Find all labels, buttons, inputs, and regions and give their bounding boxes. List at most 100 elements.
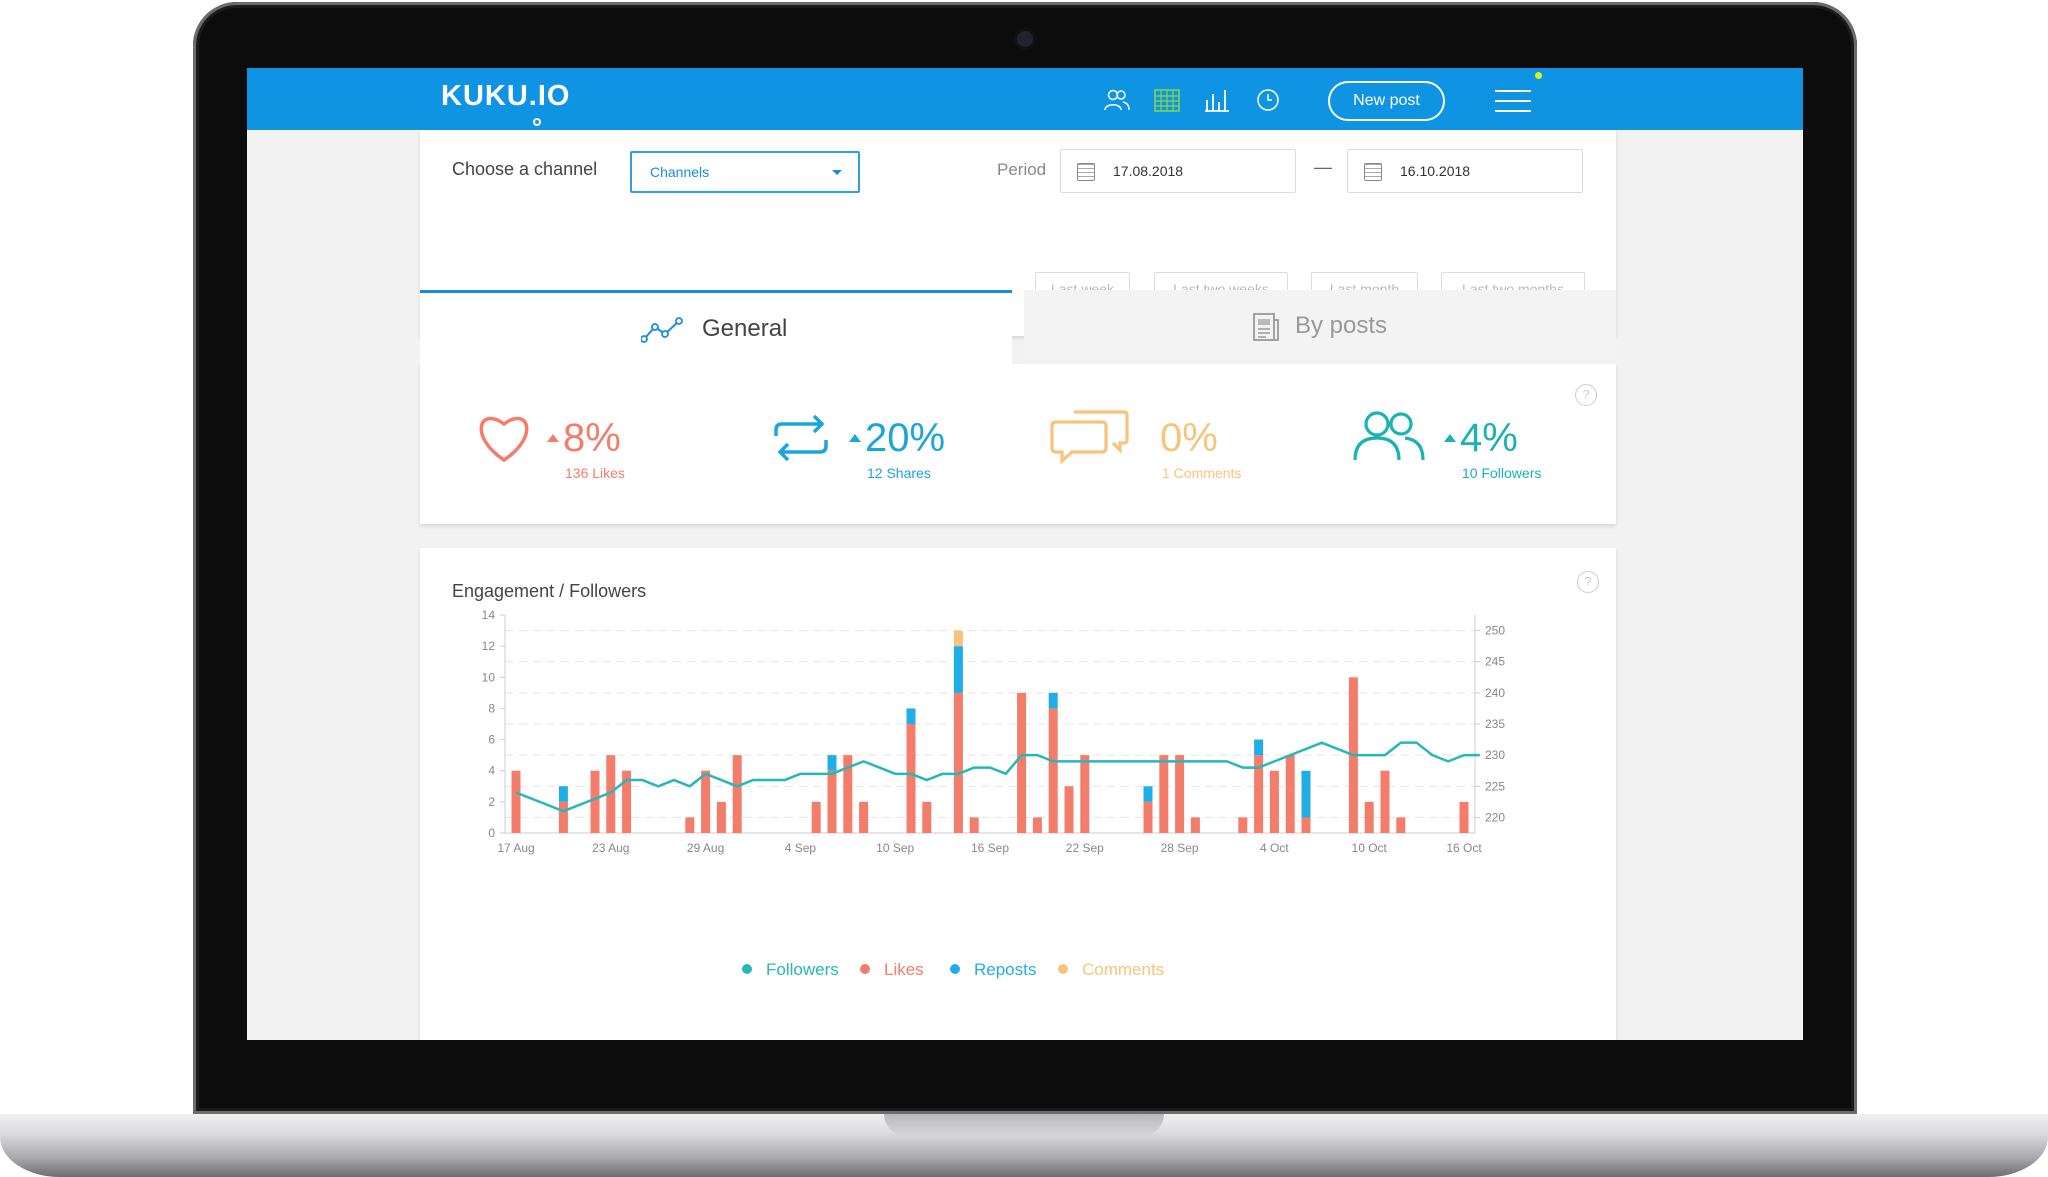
bar-likes bbox=[1048, 708, 1058, 833]
bar-likes bbox=[1396, 817, 1406, 833]
calendar-icon bbox=[1077, 163, 1095, 181]
legend-label: Comments bbox=[1082, 960, 1165, 979]
comments-icon bbox=[1050, 410, 1129, 464]
calendar-icon[interactable] bbox=[1154, 88, 1180, 112]
legend-label: Reposts bbox=[974, 960, 1037, 979]
users-icon[interactable] bbox=[1104, 88, 1130, 112]
likes-count: 136 Likes bbox=[565, 465, 625, 481]
date-to-input[interactable]: 16.10.2018 bbox=[1347, 149, 1583, 193]
y-tick-label-right: 225 bbox=[1485, 779, 1505, 793]
top-nav-bar: KUKU.IO New post bbox=[247, 68, 1803, 130]
followers-icon bbox=[1353, 411, 1425, 461]
bar-likes bbox=[1032, 817, 1042, 833]
followers-count: 10 Followers bbox=[1462, 465, 1542, 481]
engagement-chart-panel: Engagement / Followers ? 0 2 4 6 8 10 12 14 220 2… bbox=[420, 548, 1616, 1040]
tab-by-posts[interactable]: By posts bbox=[1024, 290, 1616, 364]
bar-likes bbox=[1238, 817, 1248, 833]
legend-reposts[interactable]: Reposts bbox=[950, 960, 1036, 980]
channel-select-value: Channels bbox=[650, 164, 710, 180]
x-tick-label: 29 Aug bbox=[687, 841, 724, 855]
y-tick-label-left: 14 bbox=[482, 608, 496, 622]
comments-percent: 0% bbox=[1160, 416, 1218, 460]
engagement-chart: 0 2 4 6 8 10 12 14 220 225 230 235 240 245 250 17 Aug 23… bbox=[482, 608, 1506, 855]
x-tick-label: 22 Sep bbox=[1066, 841, 1104, 855]
bar-likes bbox=[1190, 817, 1200, 833]
x-tick-label: 28 Sep bbox=[1161, 841, 1199, 855]
bar-likes bbox=[1175, 755, 1185, 833]
bar-likes bbox=[1380, 770, 1390, 833]
new-post-button[interactable]: New post bbox=[1328, 81, 1445, 121]
trend-up-icon bbox=[547, 434, 559, 442]
y-tick-label-left: 0 bbox=[488, 826, 495, 840]
date-from-value: 17.08.2018 bbox=[1113, 163, 1184, 179]
x-tick-label: 10 Oct bbox=[1352, 841, 1388, 855]
bar-reposts bbox=[1048, 692, 1058, 709]
y-tick-label-left: 2 bbox=[488, 795, 495, 809]
posts-document-icon bbox=[1253, 313, 1279, 341]
help-icon[interactable]: ? bbox=[1575, 384, 1597, 406]
bar-reposts bbox=[953, 646, 963, 693]
x-tick-label: 16 Sep bbox=[971, 841, 1009, 855]
repeat-icon bbox=[774, 414, 828, 462]
bar-likes bbox=[1159, 755, 1169, 833]
y-tick-label-right: 235 bbox=[1485, 717, 1505, 731]
stats-panel: ? 8% 136 Likes 20% 12 Shares 0% 1 Comme bbox=[420, 364, 1616, 524]
bar-likes bbox=[953, 692, 963, 833]
bar-reposts bbox=[827, 755, 837, 771]
hamburger-menu-icon[interactable] bbox=[1495, 90, 1531, 112]
bar-likes bbox=[606, 755, 616, 833]
bar-likes bbox=[511, 770, 521, 833]
bar-likes bbox=[732, 755, 742, 833]
followers-line bbox=[515, 741, 1480, 813]
bar-likes bbox=[1254, 755, 1264, 833]
tab-general-label: General bbox=[702, 315, 788, 342]
y-tick-label-right: 250 bbox=[1485, 624, 1505, 638]
likes-percent: 8% bbox=[563, 416, 621, 460]
legend-likes[interactable]: Likes bbox=[860, 960, 924, 980]
legend-dot bbox=[860, 964, 870, 974]
bar-likes bbox=[906, 724, 916, 833]
x-tick-label: 4 Oct bbox=[1260, 841, 1289, 855]
help-icon[interactable]: ? bbox=[1577, 571, 1599, 593]
bar-reposts bbox=[1254, 739, 1264, 756]
comments-count: 1 Comments bbox=[1162, 465, 1242, 481]
camera bbox=[1017, 31, 1033, 47]
bar-reposts bbox=[906, 708, 916, 724]
bar-comments bbox=[953, 630, 963, 647]
y-tick-label-right: 240 bbox=[1485, 686, 1505, 700]
bar-likes bbox=[1017, 692, 1027, 833]
trend-line-icon bbox=[641, 317, 683, 343]
legend-followers[interactable]: Followers bbox=[742, 960, 839, 980]
trend-up-icon bbox=[849, 434, 861, 442]
bar-likes bbox=[811, 801, 821, 833]
legend-label: Likes bbox=[884, 960, 924, 979]
channel-select[interactable]: Channels bbox=[630, 151, 860, 193]
bar-likes bbox=[716, 801, 726, 833]
laptop-base-notch bbox=[884, 1114, 1164, 1136]
bar-likes bbox=[558, 801, 568, 833]
logo-mark bbox=[533, 118, 541, 126]
bar-chart-icon[interactable] bbox=[1204, 88, 1230, 112]
bar-likes bbox=[859, 801, 869, 833]
date-from-input[interactable]: 17.08.2018 bbox=[1060, 149, 1296, 193]
heart-icon bbox=[479, 416, 529, 463]
bar-likes bbox=[1364, 801, 1374, 833]
clock-icon[interactable] bbox=[1255, 88, 1281, 112]
legend-label: Followers bbox=[766, 960, 839, 979]
bar-likes bbox=[1080, 755, 1090, 833]
screen: KUKU.IO New post bbox=[247, 68, 1803, 1040]
bar-likes bbox=[1064, 786, 1074, 833]
trend-up-icon bbox=[1444, 434, 1456, 442]
legend-comments[interactable]: Comments bbox=[1058, 960, 1164, 980]
bar-likes bbox=[590, 770, 600, 833]
bar-likes bbox=[1269, 770, 1279, 833]
bar-likes bbox=[622, 770, 632, 833]
bar-reposts bbox=[558, 786, 568, 802]
x-tick-label: 16 Oct bbox=[1446, 841, 1482, 855]
bar-likes bbox=[843, 755, 853, 833]
logo[interactable]: KUKU.IO bbox=[441, 80, 571, 112]
tab-general[interactable]: General bbox=[420, 290, 1012, 364]
bar-likes bbox=[827, 770, 837, 833]
bar-likes bbox=[1459, 801, 1469, 833]
